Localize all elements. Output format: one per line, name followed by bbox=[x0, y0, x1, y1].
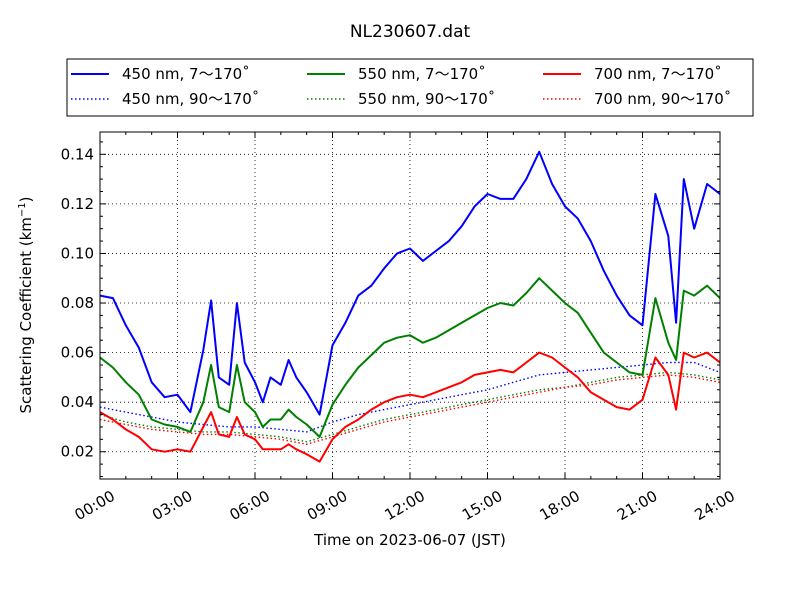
x-tick-label: 12:00 bbox=[382, 487, 428, 524]
y-tick-label: 0.10 bbox=[61, 244, 94, 262]
legend-label-2: 450 nm, 90～170˚ bbox=[122, 90, 259, 108]
x-tick-label: 15:00 bbox=[459, 487, 505, 524]
x-tick-label: 06:00 bbox=[227, 487, 273, 524]
series-line-4 bbox=[100, 371, 720, 443]
series-line-2 bbox=[100, 361, 720, 433]
x-axis-label: Time on 2023-06-07 (JST) bbox=[313, 531, 506, 549]
series-line-3 bbox=[100, 277, 720, 438]
series-line-1 bbox=[100, 150, 720, 416]
x-tick-label: 18:00 bbox=[537, 487, 583, 524]
legend-label-4: 550 nm, 90～170˚ bbox=[358, 90, 495, 108]
series-line-5 bbox=[100, 351, 720, 463]
x-tick-label: 21:00 bbox=[614, 487, 660, 524]
series-line-6 bbox=[100, 374, 720, 445]
y-tick-label: 0.06 bbox=[61, 344, 94, 362]
legend-label-1: 450 nm, 7～170˚ bbox=[122, 65, 250, 83]
y-tick-label: 0.02 bbox=[61, 443, 94, 461]
x-tick-label: 09:00 bbox=[304, 487, 350, 524]
x-tick-label: 00:00 bbox=[72, 487, 118, 524]
y-tick-label: 0.14 bbox=[61, 145, 94, 163]
legend-label-3: 550 nm, 7～170˚ bbox=[358, 65, 486, 83]
x-tick-label: 24:00 bbox=[692, 487, 738, 524]
y-tick-label: 0.08 bbox=[61, 294, 94, 312]
chart-title: NL230607.dat bbox=[350, 22, 471, 42]
y-axis-label: Scattering Coefficient (km−1) bbox=[17, 196, 35, 413]
plot-area bbox=[100, 132, 720, 479]
x-tick-label: 03:00 bbox=[149, 487, 195, 524]
legend-label-5: 700 nm, 7～170˚ bbox=[594, 65, 722, 83]
y-tick-label: 0.12 bbox=[61, 195, 94, 213]
y-tick-label: 0.04 bbox=[61, 393, 94, 411]
legend-box bbox=[66, 58, 754, 117]
legend-label-6: 700 nm, 90～170˚ bbox=[594, 90, 731, 108]
legend: 450 nm, 7～170˚ 450 nm, 90～170˚ 550 nm, 7～1… bbox=[66, 58, 754, 117]
